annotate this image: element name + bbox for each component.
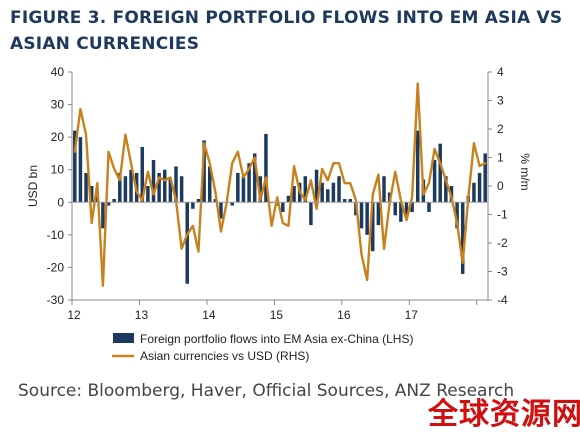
bar <box>320 182 324 203</box>
bar <box>252 153 257 203</box>
bar <box>438 143 442 203</box>
bar <box>123 176 128 203</box>
watermark-logo: 全球资源网 <box>428 397 580 432</box>
bar <box>151 159 156 203</box>
bar <box>393 202 397 216</box>
bar <box>483 153 487 203</box>
bar <box>179 176 184 203</box>
y-axis-title-left: USD bn <box>26 165 40 207</box>
bar <box>314 169 319 203</box>
bar <box>236 172 240 203</box>
bar <box>78 137 83 203</box>
x-tick-label: 15 <box>270 308 284 322</box>
y-tick-label-left: 0 <box>57 195 64 209</box>
bar <box>286 195 291 203</box>
y-tick-label-right: -4 <box>497 293 508 307</box>
x-tick-label: 16 <box>337 308 351 322</box>
bar <box>140 146 145 203</box>
y-tick-label-right: 3 <box>497 94 504 108</box>
y-tick-label-left: 10 <box>51 163 65 177</box>
y-tick-label-right: 4 <box>497 65 504 79</box>
source-note: Source: Bloomberg, Haver, Official Sourc… <box>18 381 515 401</box>
bar <box>202 140 206 203</box>
bar <box>359 202 364 229</box>
bar <box>326 189 330 203</box>
bar <box>101 202 105 229</box>
y-tick-label-left: 40 <box>51 65 65 79</box>
bar <box>213 199 218 203</box>
bar <box>264 133 268 203</box>
bar <box>404 202 409 216</box>
bar <box>444 176 448 203</box>
bar <box>427 202 431 213</box>
x-tick-label: 14 <box>202 308 216 322</box>
bar <box>460 202 465 274</box>
bar <box>399 202 403 222</box>
legend-label-line: Asian currencies vs USD (RHS) <box>140 349 309 363</box>
bar <box>247 163 251 203</box>
bar <box>382 176 386 203</box>
bar <box>303 176 308 203</box>
bar <box>84 172 88 203</box>
bar <box>432 159 437 203</box>
bar <box>376 202 381 226</box>
bar <box>230 202 234 206</box>
x-tick-label: 12 <box>67 308 81 322</box>
bar <box>191 202 195 209</box>
x-tick-label: 17 <box>405 308 419 322</box>
currency-line <box>73 82 487 287</box>
bar <box>477 172 482 203</box>
bar <box>112 199 116 203</box>
chart-title: FIGURE 3. FOREIGN PORTFOLIO FLOWS INTO E… <box>10 8 563 54</box>
bar <box>342 199 347 203</box>
legend-swatch-bars <box>113 333 134 343</box>
y-tick-label-right: 0 <box>497 179 504 193</box>
bar <box>258 176 263 203</box>
bar <box>309 202 313 226</box>
bar <box>365 202 369 235</box>
bar <box>331 182 336 203</box>
bar <box>281 202 285 213</box>
y-tick-label-left: 30 <box>51 98 65 112</box>
bar <box>410 202 414 213</box>
x-tick-label: 13 <box>135 308 149 322</box>
bar <box>157 172 161 203</box>
y-tick-label-left: 20 <box>51 130 65 144</box>
bar <box>472 182 476 203</box>
bar <box>73 130 77 203</box>
y-tick-label-right: 1 <box>497 151 504 165</box>
bar <box>275 202 279 206</box>
bar <box>146 186 150 203</box>
bar <box>196 199 201 203</box>
bar <box>371 202 375 252</box>
bar <box>168 179 173 203</box>
bar <box>292 186 296 203</box>
legend-label-bars: Foreign portfolio flows into EM Asia ex-… <box>140 332 413 346</box>
bar <box>241 176 246 203</box>
y-tick-label-left: -10 <box>47 228 65 242</box>
bar <box>455 202 459 229</box>
y-tick-label-left: -30 <box>47 293 65 307</box>
bar <box>207 166 212 203</box>
y-tick-label-right: -1 <box>497 208 508 222</box>
y-tick-label-right: -3 <box>497 265 508 279</box>
bar <box>174 166 178 203</box>
y-tick-label-right: 2 <box>497 122 504 136</box>
y-tick-label-right: -2 <box>497 236 508 250</box>
bar <box>337 176 341 203</box>
bar <box>415 130 420 203</box>
y-tick-label-left: -20 <box>47 260 65 274</box>
bar <box>163 169 167 203</box>
bar <box>89 186 94 203</box>
y-axis-title-right: % m/m <box>518 153 532 190</box>
bar <box>348 199 353 203</box>
bar <box>106 202 111 206</box>
bar <box>185 202 189 284</box>
bar <box>219 202 223 219</box>
bar <box>118 172 122 203</box>
bar <box>129 169 133 203</box>
